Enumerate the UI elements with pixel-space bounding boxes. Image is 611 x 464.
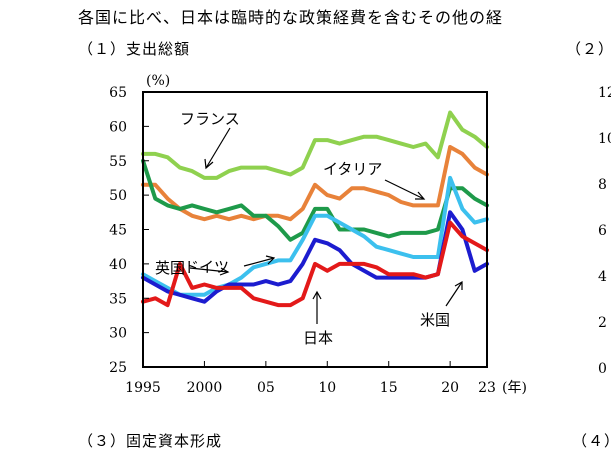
arrow-france — [205, 127, 231, 169]
panel-title-fixed-capital: （３）固定資本形成 — [78, 432, 223, 450]
series-line-5 — [141, 220, 489, 308]
y-tick-label: 30 — [109, 326, 127, 342]
y-tick-label: 35 — [109, 291, 127, 307]
figure-heading: 各国に比べ、日本は臨時的な政策経費を含むその他の経 — [78, 8, 504, 27]
panel-title-total-expenditure: （１）支出総額 — [78, 40, 191, 58]
x-tick-label: 23 — [478, 380, 496, 396]
y-tick-label: 65 — [109, 85, 127, 101]
x-tick-label: 2000 — [187, 380, 223, 396]
panel2-y-tick-label: 2 — [598, 315, 607, 331]
arrowhead-italy — [415, 191, 426, 200]
panel2-y-tick-label: 6 — [598, 223, 607, 239]
x-axis-unit: (年) — [502, 380, 527, 396]
arrow-uk — [189, 267, 229, 273]
x-tick-label: 15 — [380, 380, 398, 396]
series-line-1 — [141, 145, 489, 222]
arrow-italy — [384, 179, 425, 200]
series-line-3 — [141, 175, 489, 297]
arrowhead-us — [454, 280, 463, 290]
panel2-y-tick-label: 12 — [598, 85, 611, 101]
x-tick-label: 05 — [257, 380, 275, 396]
y-tick-label: 60 — [109, 119, 127, 135]
y-tick-label: 25 — [109, 360, 127, 376]
y-tick-label: 55 — [109, 154, 127, 170]
legend-label-uk: 英国 — [155, 259, 185, 277]
y-tick-label: 45 — [109, 223, 127, 239]
legend-label-us: 米国 — [420, 311, 450, 329]
panel2-y-tick-label: 10 — [598, 131, 611, 147]
legend-label-france: フランス — [180, 110, 240, 128]
panel2-y-tick-label: 0 — [598, 361, 607, 377]
panel2-y-tick-label: 4 — [598, 269, 607, 285]
arrow-germany — [243, 257, 275, 267]
arrowhead-germany — [265, 255, 276, 265]
x-tick-label: 20 — [441, 380, 459, 396]
panel-title-4: （４） — [572, 432, 611, 450]
x-tick-label: 10 — [318, 380, 336, 396]
panel2-y-tick-label: 8 — [598, 177, 607, 193]
arrow-us — [445, 281, 463, 307]
y-axis-unit: (%) — [146, 73, 170, 89]
legend-label-japan: 日本 — [303, 329, 333, 347]
arrowhead-france — [204, 158, 214, 170]
y-tick-label: 50 — [109, 188, 127, 204]
panel-title-2: （２） — [566, 40, 611, 58]
legend-label-germany: ドイツ — [184, 258, 229, 276]
arrowhead-uk — [219, 267, 230, 276]
series-line-0 — [141, 110, 489, 180]
legend-label-italy: イタリア — [323, 160, 382, 178]
y-tick-label: 40 — [109, 257, 127, 273]
x-tick-label: 1995 — [125, 380, 161, 396]
series-line-2 — [141, 158, 489, 242]
arrowhead-japan — [312, 290, 322, 300]
